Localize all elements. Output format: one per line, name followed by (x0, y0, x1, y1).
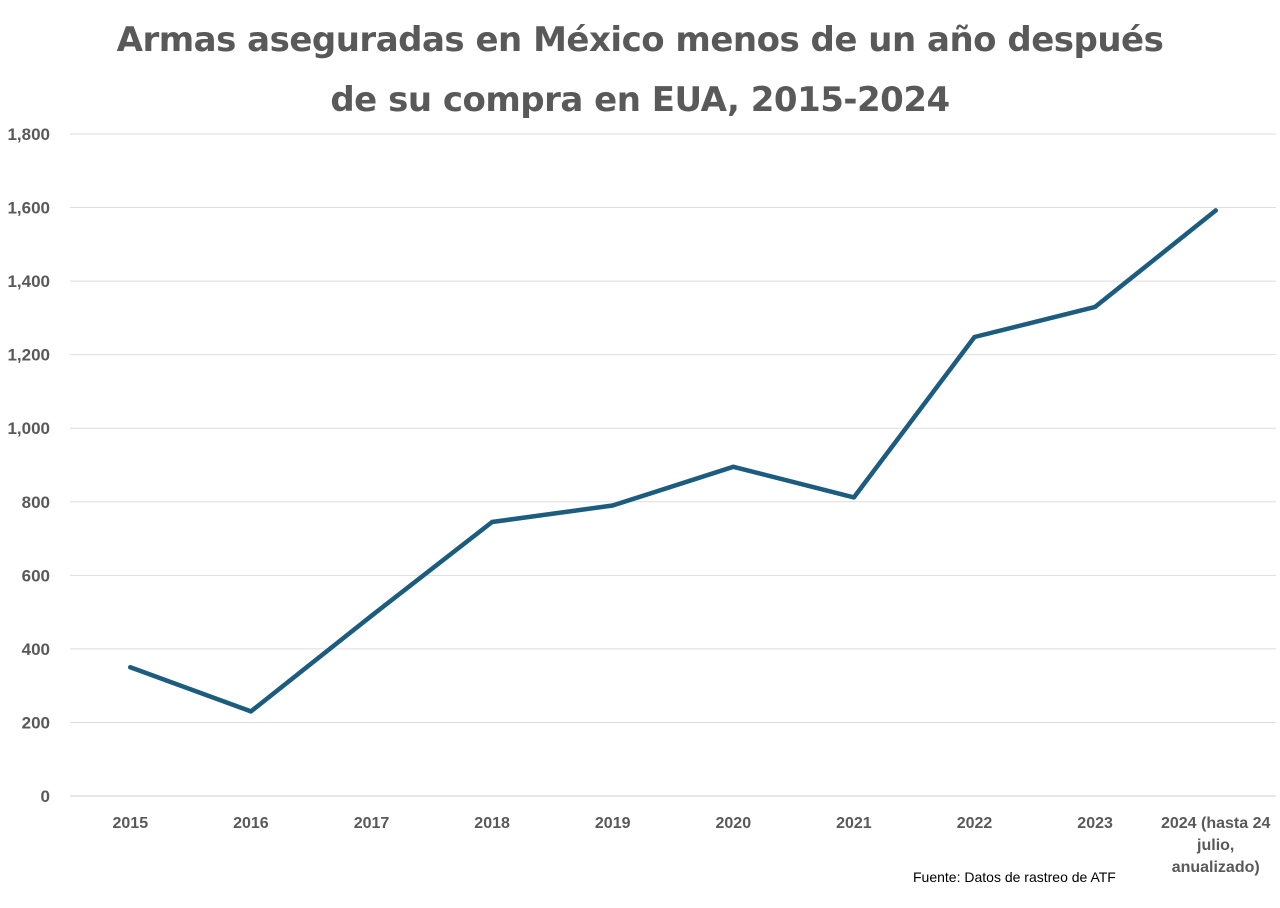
x-tick-label: 2021 (836, 815, 872, 832)
data-point (1092, 304, 1098, 310)
chart-title-line-1: Armas aseguradas en México menos de un a… (116, 20, 1164, 60)
x-tick-label: 2023 (1077, 815, 1113, 832)
y-tick-label: 0 (41, 787, 50, 806)
y-tick-label: 400 (22, 640, 50, 659)
x-tick-label: 2022 (957, 815, 993, 832)
series-line (128, 208, 1218, 714)
y-tick-label: 1,600 (7, 199, 50, 218)
y-tick-label: 200 (22, 713, 50, 732)
data-point (1213, 208, 1218, 213)
data-point (128, 665, 133, 670)
y-tick-label: 1,400 (7, 272, 50, 291)
y-tick-label: 600 (22, 566, 50, 585)
chart-title: Armas aseguradas en México menos de un a… (0, 10, 1280, 130)
data-point (731, 464, 736, 470)
y-tick-label: 1,200 (7, 346, 50, 365)
y-tick-label: 800 (22, 493, 50, 512)
gridlines (70, 133, 1276, 797)
data-point (489, 519, 495, 525)
x-tick-label: 2018 (474, 815, 510, 832)
x-tick-label: 2016 (233, 815, 269, 832)
data-point (248, 709, 254, 714)
x-axis-ticks: 2015 2016 2017 2018 2019 2020 2021 2022 2023 2024… (113, 815, 1271, 876)
x-tick-label: 2019 (595, 815, 631, 832)
y-tick-label: 1,000 (7, 419, 50, 438)
source-note: Fuente: Datos de rastreo de ATF (913, 869, 1116, 885)
data-point (851, 495, 857, 500)
y-tick-label: 1,800 (7, 125, 50, 144)
chart-title-line-2: de su compra en EUA, 2015-2024 (330, 80, 950, 120)
x-tick-label: 2017 (354, 815, 390, 832)
x-tick-label: 2015 (113, 815, 149, 832)
x-tick-label: 2024 (hasta 24 julio, anualizado) (1161, 815, 1271, 876)
data-point (972, 334, 977, 340)
x-tick-label: 2020 (716, 815, 752, 832)
series-layer (128, 208, 1218, 714)
data-point (369, 613, 374, 618)
y-axis-ticks: 0 200 400 600 800 1,000 1,200 1,400 1,600 1,800 (7, 125, 50, 806)
data-point (610, 503, 615, 508)
